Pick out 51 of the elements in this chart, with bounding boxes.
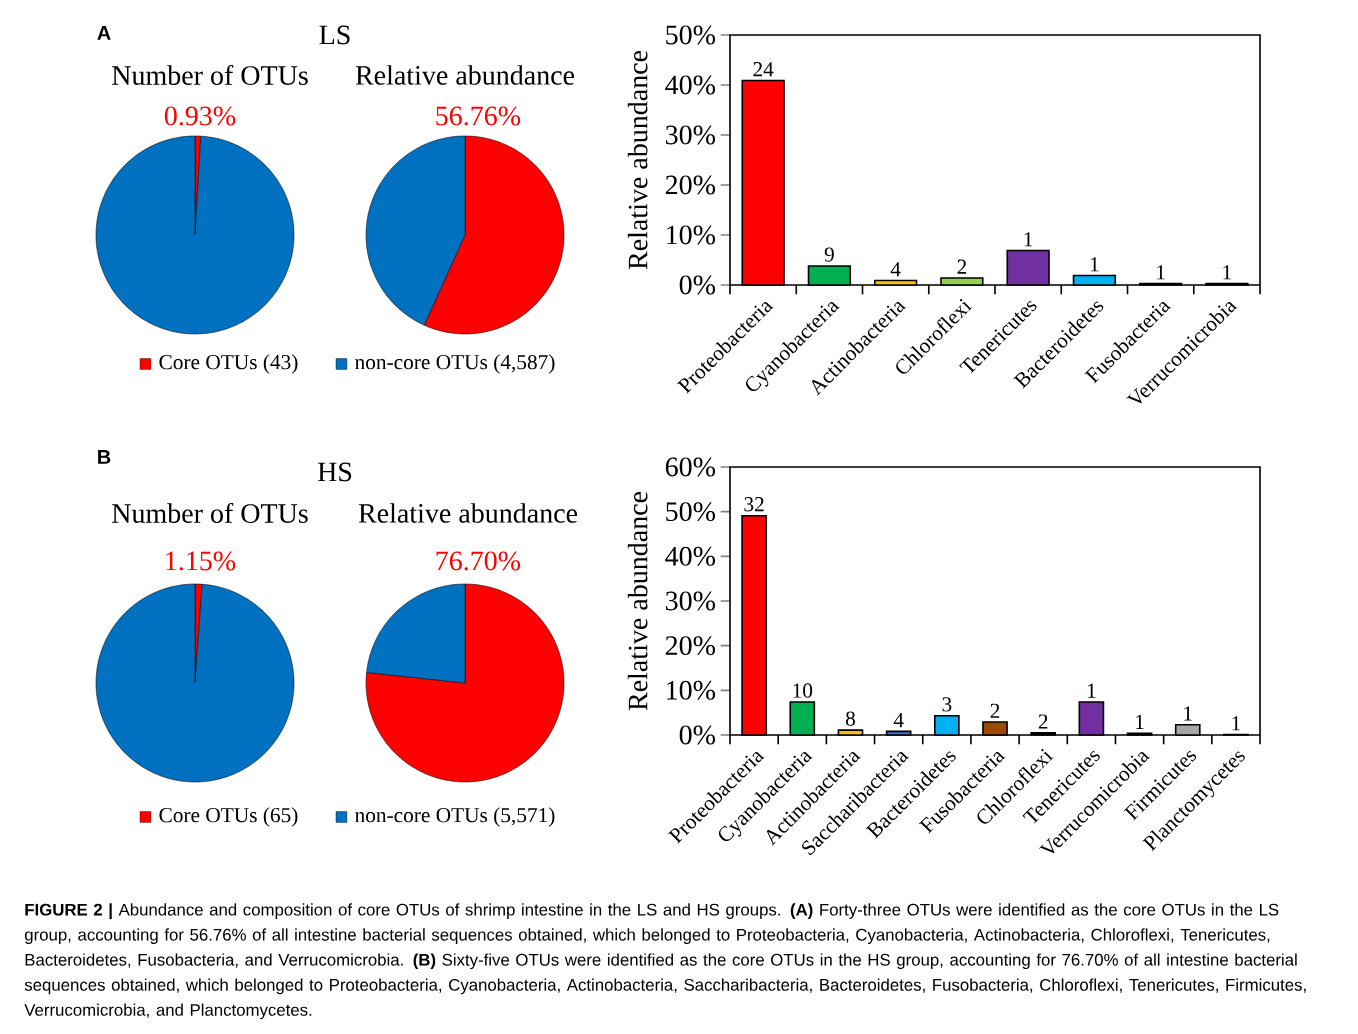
annotation: 1	[1232, 716, 1240, 731]
annotation: 32	[744, 497, 764, 512]
data-label: 0.93%	[164, 106, 236, 126]
y-tick-label: 10%	[667, 680, 716, 700]
legend-label: non-core OTUs (4,587)	[355, 354, 555, 374]
annotation: 2	[1038, 714, 1048, 729]
y-tick-label: 40%	[665, 546, 716, 566]
y-tick-label: 20%	[665, 175, 716, 195]
legend-label: Core OTUs (65)	[159, 807, 298, 827]
y-tick-label: 30%	[665, 125, 716, 145]
chart-title: Number of OTUs	[112, 64, 308, 85]
y-tick-label: 40%	[665, 75, 716, 95]
annotation: 2	[957, 259, 967, 274]
annotation: 1	[1157, 265, 1165, 280]
legend-label: non-core OTUs (5,571)	[355, 807, 555, 827]
annotation: 9	[824, 247, 834, 262]
data-label: 76.70%	[436, 551, 521, 571]
y-tick-label: 0%	[679, 725, 716, 745]
y-axis-title: Relative abundance	[627, 491, 648, 711]
chart-title: Number of OTUs	[112, 502, 308, 523]
legend-label: Core OTUs (43)	[159, 354, 298, 374]
y-tick-label: 30%	[665, 591, 716, 611]
annotation: 1	[1090, 257, 1099, 272]
annotation: 1	[1136, 714, 1144, 729]
annotation: 8	[845, 711, 855, 726]
text: A	[97, 26, 111, 40]
chart-title: Relative abundance	[355, 65, 575, 85]
annotation: 1	[1024, 232, 1033, 247]
y-tick-label: 20%	[665, 636, 716, 656]
y-tick-label: 50%	[666, 502, 716, 522]
y-tick-label: 0%	[679, 275, 716, 295]
text: B	[98, 450, 111, 464]
text: LS	[319, 25, 350, 45]
annotation: 2	[990, 703, 1000, 718]
y-tick-label: 60%	[665, 457, 716, 477]
chart-title: Relative abundance	[358, 503, 578, 523]
annotation: 1	[1223, 265, 1231, 280]
annotation: 10	[793, 683, 813, 698]
text: HS	[317, 462, 352, 482]
text: FIGURE 2 | Abundance and composition of core OTUs of shrimp intestine in the LS and HS groups. (A) Forty-three OTUs were identified as the core OTUs in the LS group, accounting for 56.76% of all intestine bacterial sequences obtained, which belonged to Proteobacteria, Cyanobacteria, Actinobacteria, Chloroflexi, Tenericutes, Bacteroidetes, Fusobacteria, and Verrucomicrobia. (B) Sixty-five OTUs were identified as the core OTUs in the HS group, accounting for 76.70% of all intestine bacterial sequences obtained, which belonged to Proteobacteria, Cyanobacteria, Actinobacteria, Saccharibacteria, Bacteroidetes, Fusobacteria, Chloroflexi, Tenericutes, Firmicutes, Verrucomicrobia, and Planctomycetes.	[24, 903, 1306, 1020]
y-tick-label: 50%	[666, 25, 716, 45]
annotation: 1	[1087, 683, 1096, 698]
annotation: 4	[890, 262, 901, 277]
data-label: 56.76%	[436, 106, 521, 126]
annotation: 3	[942, 697, 952, 712]
y-tick-label: 10%	[667, 225, 716, 245]
annotation: 1	[1184, 706, 1192, 721]
annotation: 24	[753, 62, 774, 77]
y-axis-title: Relative abundance	[627, 50, 648, 270]
data-label: 1.15%	[166, 551, 236, 571]
annotation: 4	[893, 713, 904, 728]
